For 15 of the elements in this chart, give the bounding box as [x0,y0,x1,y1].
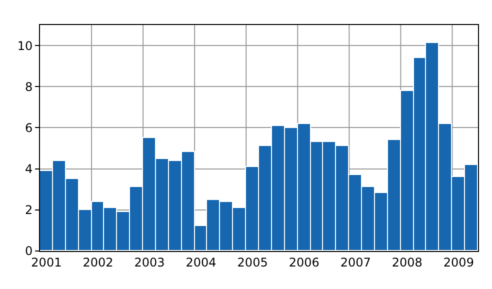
x-tick-label: 2008 [392,255,422,270]
y-tick-label: 0 [24,244,33,258]
y-tick-label: 6 [24,120,33,135]
y-tick-label: 2 [24,203,33,218]
y-tick-label: 8 [24,80,33,94]
x-tick-label: 2009 [443,255,474,270]
x-tick-label: 2003 [134,255,165,270]
x-tick-label: 2004 [186,255,216,270]
x-tick-label: 2007 [340,255,371,270]
y-tick-label: 10 [17,38,33,53]
x-tick-label: 2001 [31,255,62,270]
x-tick-label: 2006 [288,255,320,270]
y-tick-label: 4 [24,162,33,176]
x-tick-label: 2005 [237,255,268,270]
x-tick-label: 2002 [82,255,114,270]
